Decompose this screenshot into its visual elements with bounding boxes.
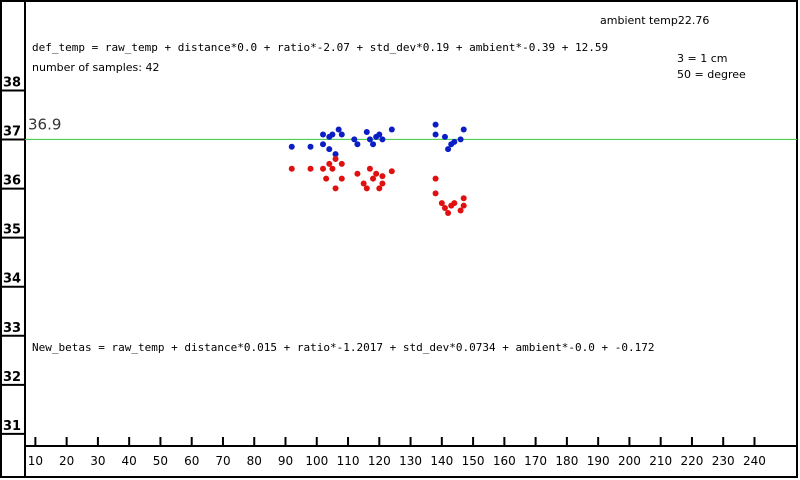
x-tick-label: 170 bbox=[524, 454, 547, 468]
data-point bbox=[326, 160, 333, 167]
data-point bbox=[335, 126, 342, 133]
data-point bbox=[451, 200, 458, 207]
data-point bbox=[363, 185, 370, 192]
data-point bbox=[338, 131, 345, 138]
x-tick-label: 200 bbox=[618, 454, 641, 468]
data-point bbox=[441, 133, 448, 140]
data-point bbox=[307, 165, 314, 172]
data-point bbox=[332, 185, 339, 192]
data-point bbox=[379, 136, 386, 143]
data-point bbox=[388, 126, 395, 133]
scale-degree-note: 50 = degree bbox=[677, 68, 746, 81]
reference-line-group: 36.9 bbox=[25, 115, 797, 140]
x-tick-label: 20 bbox=[59, 454, 74, 468]
x-tick-label: 130 bbox=[399, 454, 422, 468]
reference-line-label: 36.9 bbox=[28, 115, 61, 133]
y-tick-label: 33 bbox=[3, 321, 21, 336]
data-point bbox=[360, 180, 367, 187]
data-point bbox=[457, 136, 464, 143]
x-tick-label: 190 bbox=[587, 454, 610, 468]
x-tick-label: 100 bbox=[305, 454, 328, 468]
data-point bbox=[445, 209, 452, 216]
def-temp-formula: def_temp = raw_temp + distance*0.0 + rat… bbox=[32, 41, 609, 54]
x-tick-label: 230 bbox=[712, 454, 735, 468]
data-point bbox=[329, 131, 336, 138]
data-point bbox=[351, 136, 358, 143]
data-point bbox=[445, 146, 452, 153]
x-tick-label: 150 bbox=[462, 454, 485, 468]
data-point bbox=[451, 138, 458, 145]
data-point bbox=[379, 173, 386, 180]
data-point bbox=[332, 151, 339, 158]
data-point bbox=[432, 190, 439, 197]
data-point bbox=[326, 146, 333, 153]
data-point bbox=[370, 175, 377, 182]
x-tick-label: 220 bbox=[680, 454, 703, 468]
x-tick-label: 180 bbox=[555, 454, 578, 468]
data-point bbox=[460, 195, 467, 202]
data-point bbox=[376, 131, 383, 138]
x-tick-label: 120 bbox=[368, 454, 391, 468]
data-point bbox=[363, 129, 370, 136]
data-point bbox=[329, 165, 336, 172]
data-point bbox=[354, 141, 361, 148]
x-tick-label: 50 bbox=[153, 454, 168, 468]
data-point bbox=[460, 202, 467, 209]
data-point bbox=[288, 165, 295, 172]
y-tick-label: 36 bbox=[3, 174, 21, 189]
x-tick-label: 10 bbox=[28, 454, 43, 468]
data-point bbox=[320, 165, 327, 172]
data-point bbox=[388, 168, 395, 175]
y-tick-label: 31 bbox=[3, 419, 21, 434]
data-point bbox=[379, 180, 386, 187]
y-tick-label: 37 bbox=[3, 125, 21, 140]
y-tick-label: 35 bbox=[3, 223, 21, 238]
data-points bbox=[288, 121, 467, 216]
data-point bbox=[288, 143, 295, 150]
data-point bbox=[432, 121, 439, 128]
x-tick-label: 30 bbox=[90, 454, 105, 468]
data-point bbox=[354, 170, 361, 177]
data-point bbox=[366, 165, 373, 172]
y-tick-label: 34 bbox=[3, 272, 21, 287]
sample-count: number of samples: 42 bbox=[32, 61, 160, 74]
data-point bbox=[338, 160, 345, 167]
x-tick-label: 140 bbox=[430, 454, 453, 468]
data-point bbox=[332, 155, 339, 162]
data-point bbox=[438, 200, 445, 207]
data-point bbox=[441, 205, 448, 212]
data-point bbox=[457, 207, 464, 214]
data-point bbox=[460, 126, 467, 133]
data-point bbox=[366, 136, 373, 143]
data-point bbox=[432, 175, 439, 182]
data-point bbox=[373, 170, 380, 177]
data-point bbox=[376, 185, 383, 192]
data-point bbox=[338, 175, 345, 182]
ambient-temp-label: ambient temp22.76 bbox=[600, 14, 710, 27]
data-point bbox=[307, 143, 314, 150]
data-point bbox=[323, 175, 330, 182]
y-tick-label: 32 bbox=[3, 370, 21, 385]
x-tick-label: 110 bbox=[337, 454, 360, 468]
x-tick-label: 60 bbox=[184, 454, 199, 468]
x-tick-label: 70 bbox=[215, 454, 230, 468]
data-point bbox=[432, 131, 439, 138]
x-tick-label: 90 bbox=[278, 454, 293, 468]
x-tick-label: 240 bbox=[743, 454, 766, 468]
x-tick-label: 210 bbox=[649, 454, 672, 468]
x-tick-label: 40 bbox=[122, 454, 137, 468]
data-point bbox=[320, 141, 327, 148]
scale-cm-note: 3 = 1 cm bbox=[677, 52, 728, 65]
new-betas-formula: New_betas = raw_temp + distance*0.015 + … bbox=[32, 341, 655, 354]
x-tick-label: 80 bbox=[247, 454, 262, 468]
data-point bbox=[370, 141, 377, 148]
x-tick-label: 160 bbox=[493, 454, 516, 468]
data-point bbox=[320, 131, 327, 138]
y-tick-label: 38 bbox=[3, 75, 21, 90]
